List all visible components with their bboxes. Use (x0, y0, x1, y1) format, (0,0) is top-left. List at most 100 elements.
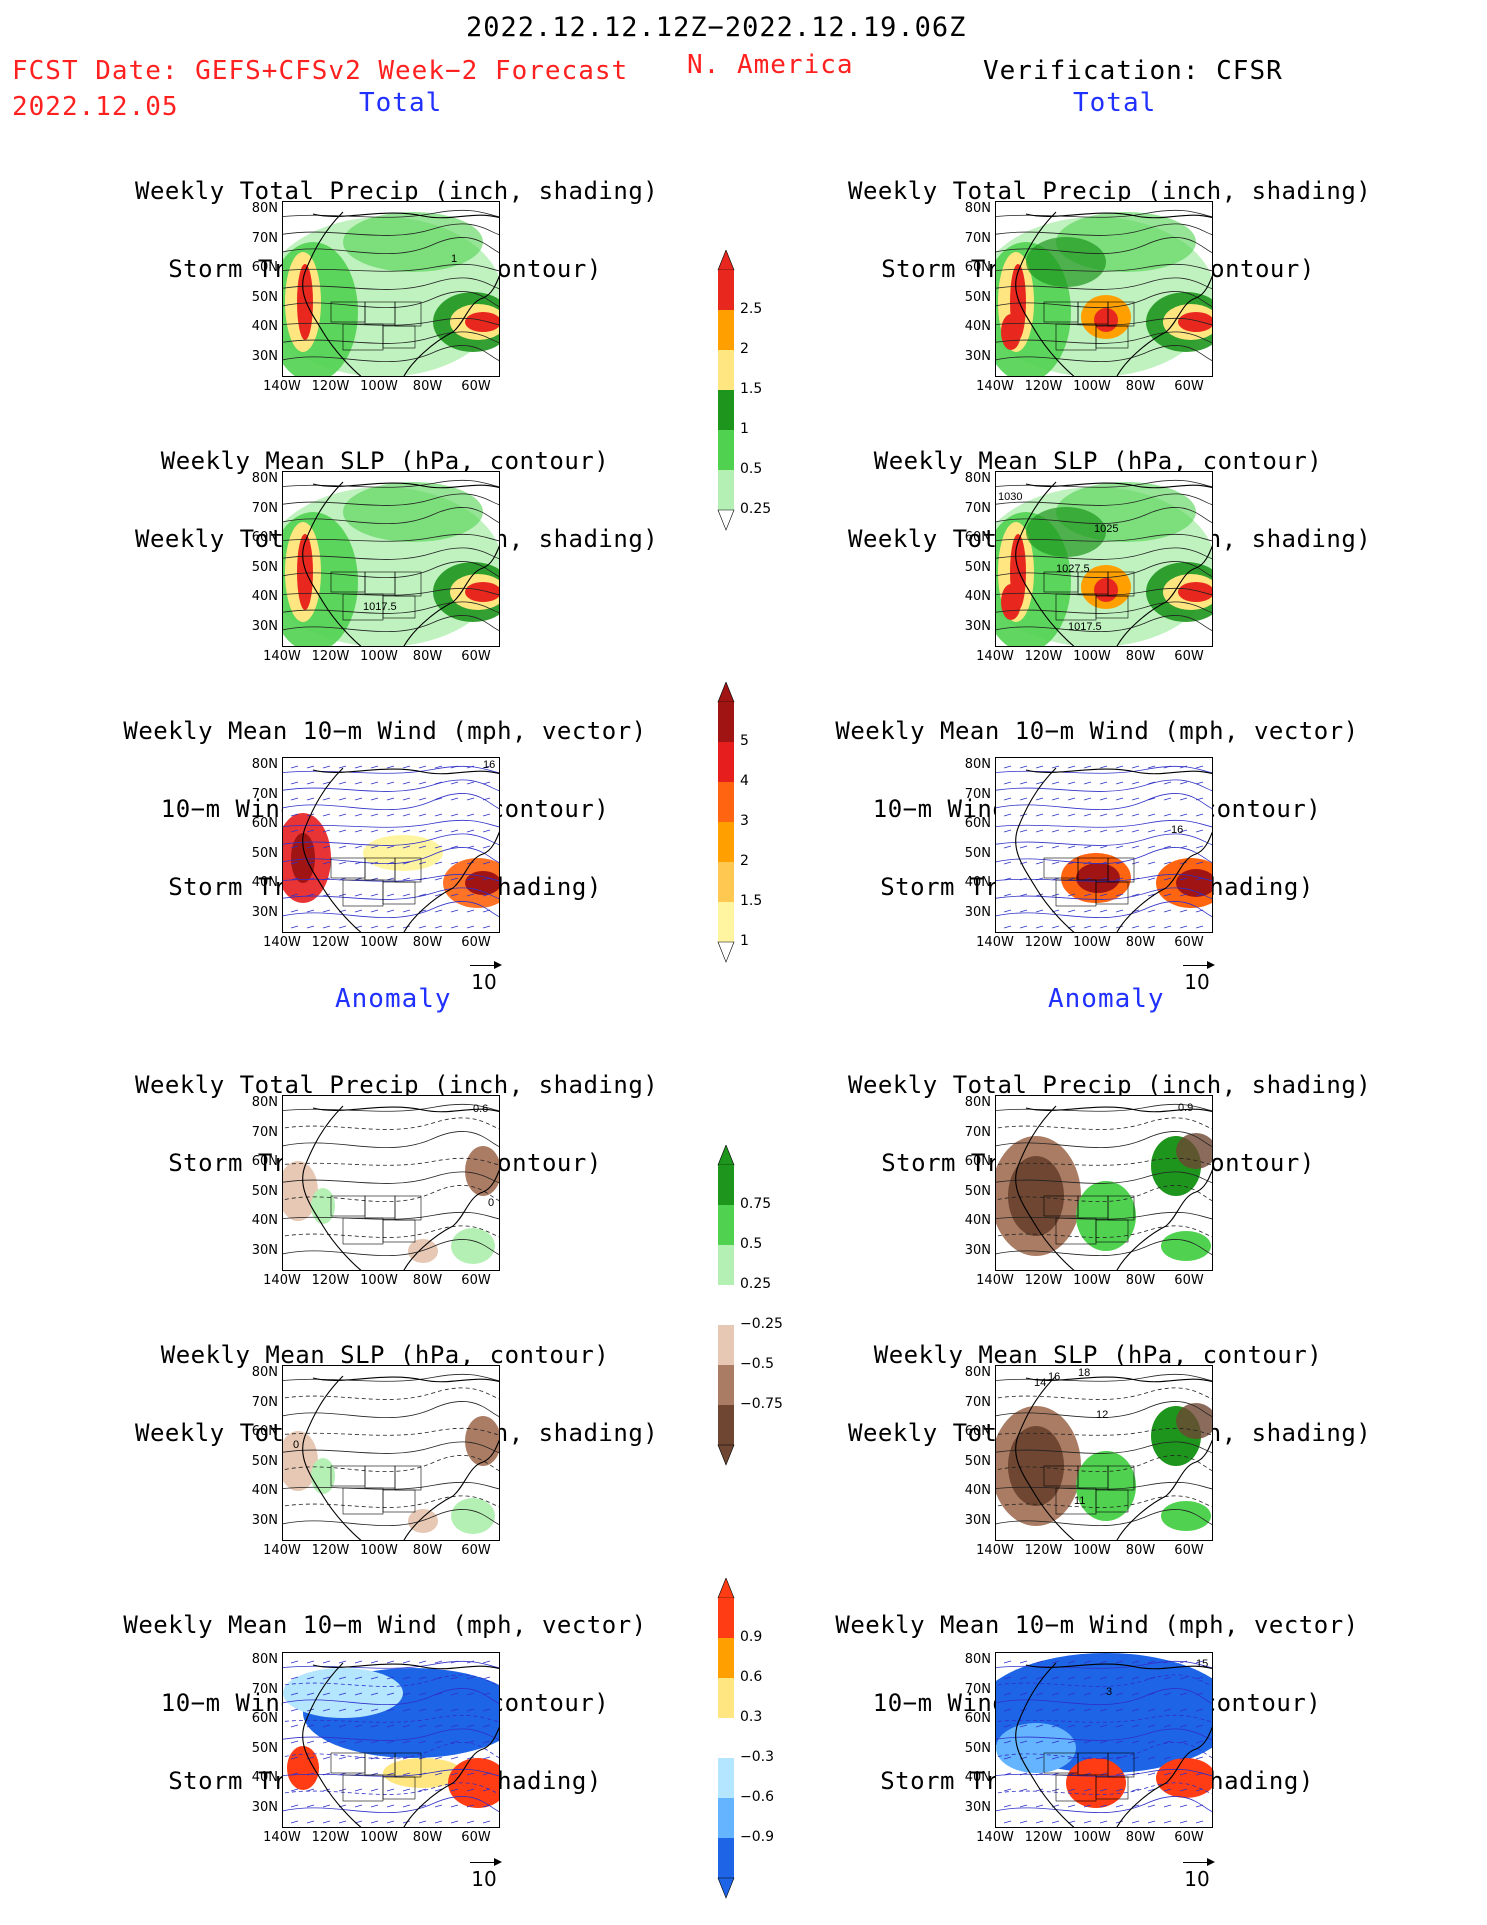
wind-vector (322, 765, 331, 769)
lat-tick-label: 80N (251, 201, 278, 216)
wind-vector (1019, 909, 1028, 913)
contour-line (996, 561, 1212, 579)
map-ob-anom-precip: 0.9 (995, 1095, 1213, 1271)
wind-vector (290, 813, 299, 817)
wind-vector (1019, 1740, 1028, 1744)
shaded-region (343, 482, 483, 542)
coastline (1015, 211, 1212, 376)
wind-vector (1195, 829, 1204, 833)
wind-vector (1211, 1678, 1212, 1679)
contour-line (283, 833, 499, 846)
wind-vector (418, 1708, 427, 1712)
map-canvas: 3 15 (996, 1653, 1212, 1827)
contour-line (996, 873, 1212, 882)
contour-line (283, 277, 499, 290)
wind-vector (1131, 1660, 1140, 1664)
contour-line (996, 263, 1212, 272)
wind-vector (1003, 765, 1012, 769)
colorbar-swatch (718, 430, 734, 470)
colorbar-swatch (718, 1365, 734, 1405)
wind-vector (1067, 797, 1076, 801)
shaded-region (1156, 1758, 1212, 1798)
lat-tick-label: 50N (964, 559, 991, 575)
wind-vector (290, 1676, 299, 1680)
wind-vector (1195, 1788, 1204, 1792)
wind-vector (1035, 1708, 1044, 1712)
wind-vector (1099, 813, 1108, 817)
wind-vector (1195, 1692, 1204, 1696)
shaded-region (1176, 1133, 1212, 1169)
lat-tick-label: 60N (964, 1154, 991, 1169)
wind-vector (1179, 925, 1188, 929)
contour-line (996, 1225, 1212, 1238)
lat-tick-label: 40N (251, 1483, 278, 1498)
contour-label: 0.9 (1178, 1102, 1193, 1114)
wind-vector (386, 1724, 395, 1728)
wind-vector (1083, 765, 1092, 769)
lon-tick-label: 120W (311, 1830, 350, 1845)
wind-vector (450, 845, 459, 849)
wind-vector (370, 1660, 379, 1664)
wind-vector (498, 1710, 499, 1711)
wind-vector (1179, 813, 1188, 817)
map-canvas (996, 202, 1212, 376)
contour-line (283, 847, 499, 865)
wind-vector (338, 781, 347, 785)
wind-vector (482, 1772, 491, 1776)
wind-vector (354, 1740, 363, 1744)
wind-vector (306, 1804, 315, 1808)
wind-vector (1003, 877, 1012, 881)
lon-tick-label: 100W (360, 379, 398, 394)
wind-vector (1003, 797, 1012, 801)
wind-vector (1179, 877, 1188, 881)
lat-tick-label: 70N (964, 786, 991, 802)
wind-vector (466, 925, 475, 929)
wind-vector (482, 1740, 491, 1744)
wind-vector (1083, 877, 1092, 881)
wind-vector (370, 925, 379, 929)
wind-vector (1211, 847, 1212, 848)
wind-vector (354, 1708, 363, 1712)
wind-vector (434, 765, 443, 769)
wind-vector (322, 1804, 331, 1808)
lat-tick-label: 60N (251, 1711, 278, 1726)
wind-vector (338, 1676, 347, 1680)
wind-vector (1067, 1692, 1076, 1696)
contour-line (996, 1131, 1212, 1149)
lon-tick-label: 100W (1073, 1273, 1111, 1288)
contour-line (996, 1441, 1212, 1454)
state-boundary (382, 325, 416, 349)
wind-vector (482, 845, 491, 849)
wind-vector (482, 1756, 491, 1760)
wind-vector (1083, 781, 1092, 785)
wind-vector (1003, 829, 1012, 833)
wind-vector (498, 911, 499, 912)
wind-vector (402, 877, 411, 881)
shaded-region (1178, 582, 1212, 602)
wind-vector (402, 845, 411, 849)
contour-line (996, 833, 1212, 846)
wind-vector (370, 1820, 379, 1824)
colorbar-swatch (718, 862, 734, 902)
lon-tick-label: 120W (1024, 1830, 1063, 1845)
wind-vector (418, 925, 427, 929)
wind-vector (1003, 909, 1012, 913)
wind-vector (290, 861, 299, 865)
wind-vector (354, 1772, 363, 1776)
wind-vector (1147, 1692, 1156, 1696)
wind-vector (450, 893, 459, 897)
contour-line (283, 1481, 499, 1490)
vector-ref-fc-total: 10 (464, 960, 504, 994)
contour-line (283, 345, 499, 363)
contour-line (283, 1495, 499, 1508)
contour-label: 1025 (1094, 523, 1118, 535)
contour-line (996, 1239, 1212, 1257)
wind-vector (1099, 765, 1108, 769)
wind-vector (1083, 893, 1092, 897)
wind-vector (306, 781, 315, 785)
arrow-icon (464, 1857, 504, 1867)
wind-vector (1163, 861, 1172, 865)
wind-vector (370, 1756, 379, 1760)
state-boundary (382, 595, 416, 619)
colorbar-arrow (717, 682, 735, 703)
